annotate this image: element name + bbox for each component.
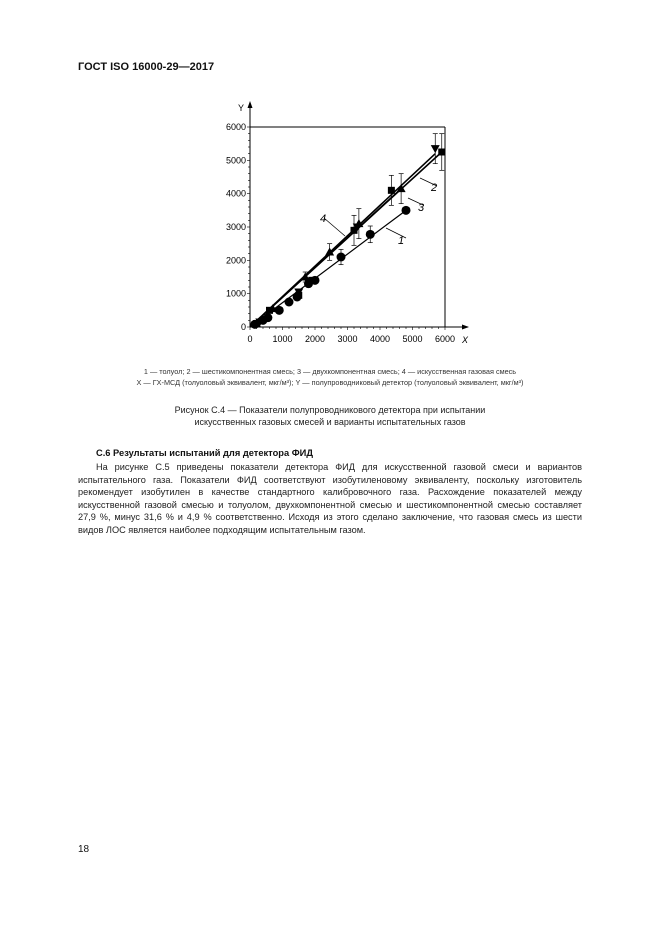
y-tick-label: 5000: [226, 155, 246, 165]
chart-marks: [249, 133, 446, 329]
x-tick-label: 0: [247, 334, 252, 344]
figure-legend-line-1: 1 — толуол; 2 — шестикомпонентная смесь;…: [143, 367, 517, 376]
leader-line-3: [407, 197, 424, 206]
data-point-series-4: [268, 304, 278, 313]
x-axis-arrow: [462, 324, 469, 330]
data-point-series-1: [401, 205, 411, 215]
data-point-series-1: [336, 252, 346, 262]
x-tick-label: 5000: [402, 334, 422, 344]
leader-line-4: [323, 217, 346, 237]
x-tick-label: 4000: [370, 334, 390, 344]
y-tick-label: 0: [241, 322, 246, 332]
fit-line-series-4: [249, 188, 402, 328]
data-point-series-1: [263, 313, 273, 323]
x-tick-label: 3000: [337, 334, 357, 344]
section-title: С.6 Результаты испытаний для детектора Ф…: [96, 448, 313, 458]
series-label-3: 3: [418, 202, 425, 214]
data-point-series-1: [284, 297, 294, 307]
data-point-series-4: [252, 319, 261, 328]
data-point-series-2: [308, 276, 316, 284]
leader-line-1: [385, 227, 407, 239]
figure-chart: 0 1000 2000 3000 4000 5000 6000 0 1000 2000 3000 40…: [226, 101, 469, 345]
leader-line-2: [419, 177, 438, 187]
y-axis-label: Y: [238, 103, 244, 113]
y-tick-label: 4000: [226, 189, 246, 199]
y-tick-label: 6000: [226, 122, 246, 132]
data-point-series-2: [387, 186, 395, 194]
data-point-series-3: [294, 288, 304, 297]
page-number: 18: [78, 844, 90, 855]
x-tick-label: 6000: [435, 334, 455, 344]
y-axis-arrow: [247, 101, 253, 108]
section-paragraph: На рисунке С.5 приведены показатели дете…: [78, 462, 582, 535]
data-point-series-4: [354, 219, 364, 228]
figure-legend-line-2: X — ГХ-МСД (толуоловый эквивалент, мкг/м…: [136, 378, 524, 387]
figure-caption-line-1: Рисунок С.4 — Показатели полупроводников…: [174, 405, 486, 415]
chart-axes: 0 1000 2000 3000 4000 5000 6000 0 1000 2000 3000 40…: [226, 101, 469, 344]
series-label-1: 1: [398, 235, 404, 247]
data-point-series-1: [365, 229, 375, 239]
data-point-series-1: [274, 305, 284, 315]
data-point-series-3: [430, 145, 440, 154]
y-tick-label: 1000: [226, 289, 246, 299]
series-label-2: 2: [430, 182, 437, 194]
data-point-series-4: [325, 247, 335, 256]
series-label-4: 4: [320, 213, 326, 225]
x-tick-label: 1000: [272, 334, 292, 344]
data-point-series-4: [300, 272, 310, 281]
data-point-series-4: [396, 184, 406, 193]
y-tick-label: 2000: [226, 255, 246, 265]
x-axis-label: X: [461, 335, 469, 345]
y-tick-label: 3000: [226, 222, 246, 232]
document-header: ГОСТ ISO 16000-29—2017: [78, 61, 215, 73]
x-tick-label: 2000: [305, 334, 325, 344]
figure-caption-line-2: искусственных газовых смесей и варианты …: [194, 417, 466, 427]
data-point-series-2: [438, 148, 446, 156]
